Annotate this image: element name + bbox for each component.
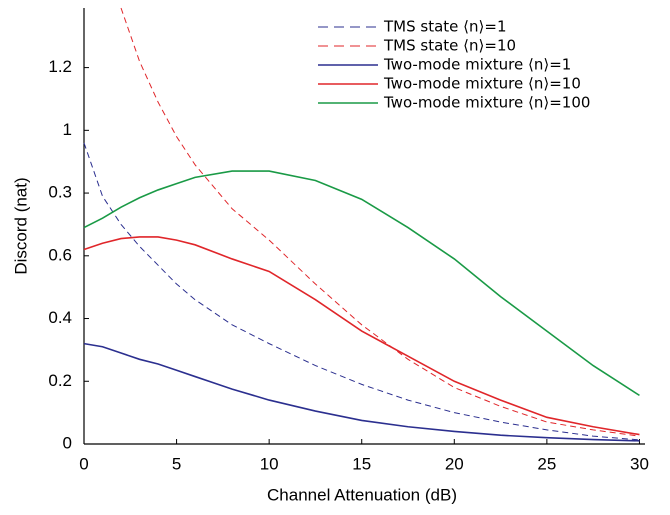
y-tick-label: 0.3 bbox=[48, 183, 72, 202]
legend-label: Two-mode mixture ⟨n⟩=1 bbox=[383, 56, 571, 74]
y-tick-label: 0.6 bbox=[48, 245, 72, 264]
series-line bbox=[120, 7, 640, 437]
legend-label: Two-mode mixture ⟨n⟩=100 bbox=[383, 94, 590, 112]
series-line bbox=[83, 170, 640, 397]
legend-label: Two-mode mixture ⟨n⟩=10 bbox=[383, 75, 581, 93]
legend-label: TMS state ⟨n⟩=1 bbox=[383, 18, 506, 36]
x-tick-label: 20 bbox=[445, 454, 464, 473]
x-tick-label: 10 bbox=[260, 454, 279, 473]
y-tick-label: 1.2 bbox=[48, 57, 72, 76]
y-tick-label: 1 bbox=[63, 120, 72, 139]
x-tick-label: 5 bbox=[172, 454, 181, 473]
series-line bbox=[83, 342, 640, 442]
y-tick-label: 0.2 bbox=[48, 371, 72, 390]
x-tick-label: 30 bbox=[630, 454, 649, 473]
series-line bbox=[83, 142, 640, 441]
x-axis-label: Channel Attenuation (dB) bbox=[267, 485, 457, 504]
x-tick-label: 15 bbox=[352, 454, 371, 473]
legend-label: TMS state ⟨n⟩=10 bbox=[383, 37, 516, 55]
x-tick-label: 25 bbox=[537, 454, 556, 473]
y-axis-label: Discord (nat) bbox=[11, 177, 30, 274]
series-line bbox=[83, 236, 640, 436]
y-tick-label: 0 bbox=[63, 433, 72, 452]
x-tick-label: 0 bbox=[79, 454, 88, 473]
y-tick-label: 0.4 bbox=[48, 308, 72, 327]
